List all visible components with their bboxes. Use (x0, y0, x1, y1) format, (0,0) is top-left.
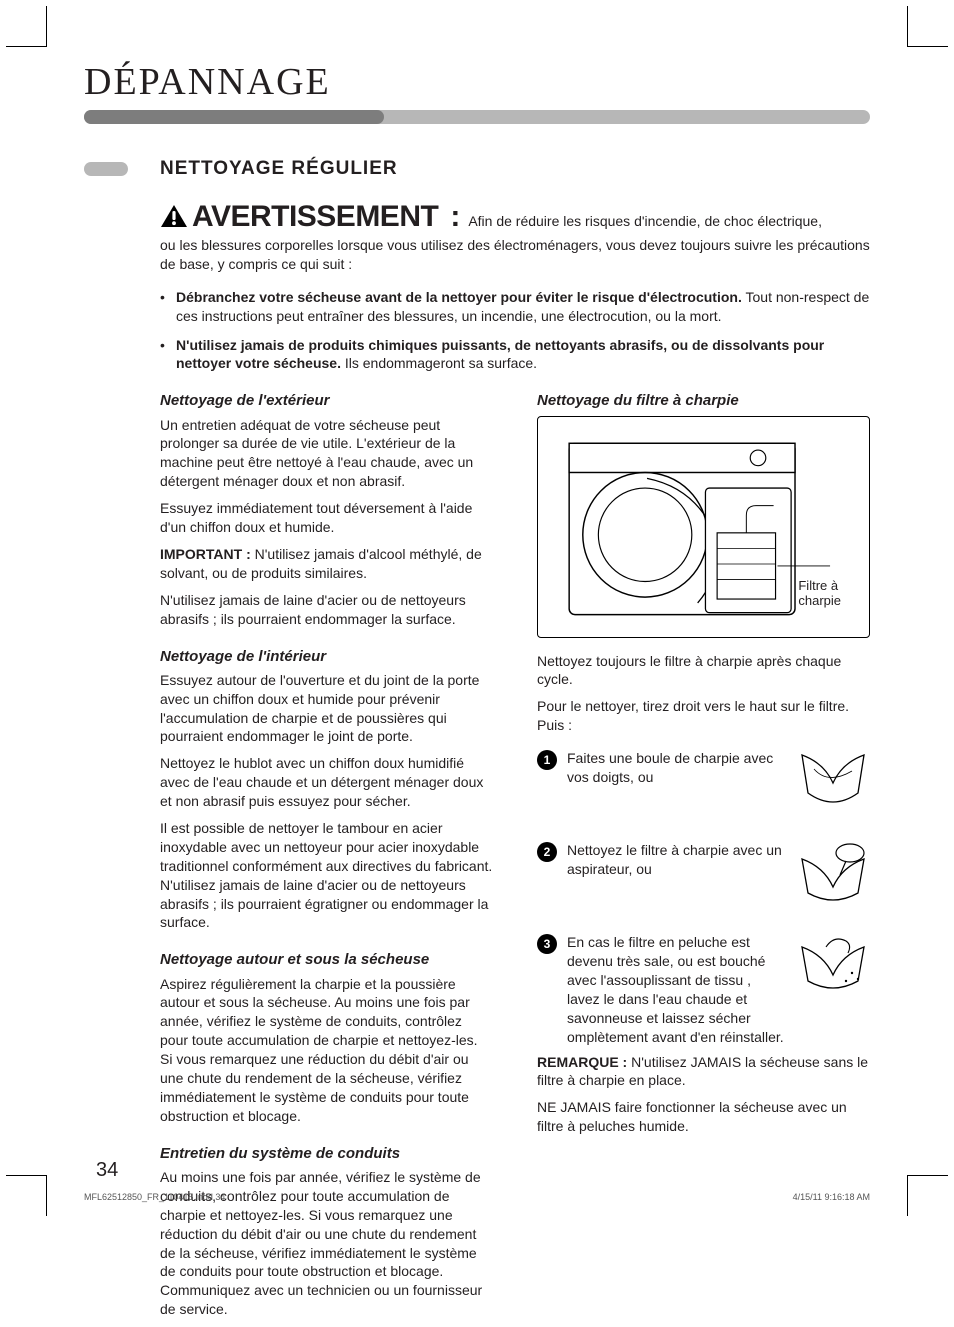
label-important: IMPORTANT : (160, 546, 251, 562)
warning-word: AVERTISSEMENT (192, 200, 438, 234)
right-column: Nettoyage du filtre à charpie (537, 391, 870, 1327)
content-area: DÉPANNAGE NETTOYAGE RÉGULIER AVERTISSEME… (84, 60, 870, 1327)
crop-mark (6, 1175, 47, 1216)
wash-filter-icon (796, 933, 870, 995)
paragraph: Nettoyez toujours le filtre à charpie ap… (537, 652, 870, 690)
step-item: 2 Nettoyez le filtre à charpie avec un a… (537, 841, 870, 903)
warning-tail: Afin de réduire les risques d'incendie, … (468, 212, 822, 231)
label-remarque: REMARQUE : (537, 1054, 627, 1070)
warning-bullets: Débranchez votre sécheuse avant de la ne… (160, 288, 870, 374)
print-footer: MFL62512850_FR_110415.indd 34 4/15/11 9:… (84, 1192, 870, 1202)
warning-block: AVERTISSEMENT : Afin de réduire les risq… (160, 200, 870, 274)
paragraph: Il est possible de nettoyer le tambour e… (160, 819, 493, 932)
lint-filter-icon (796, 749, 870, 811)
page: DÉPANNAGE NETTOYAGE RÉGULIER AVERTISSEME… (0, 0, 954, 1222)
subsection-title: Entretien du système de conduits (160, 1144, 493, 1164)
step-text: Faites une boule de charpie avec vos doi… (567, 749, 786, 787)
subsection-title: Nettoyage du filtre à charpie (537, 391, 870, 411)
figure-label-line: Filtre à (798, 578, 838, 593)
warning-heading-line: AVERTISSEMENT : Afin de réduire les risq… (160, 200, 870, 234)
left-column: Nettoyage de l'extérieur Un entretien ad… (160, 391, 493, 1327)
note-paragraph: NE JAMAIS faire fonctionner la sécheuse … (537, 1098, 870, 1136)
section-header-row: NETTOYAGE RÉGULIER (84, 158, 870, 180)
bullet-rest: Ils endommageront sa surface. (341, 355, 537, 371)
bullet-item: N'utilisez jamais de produits chimiques … (160, 336, 870, 374)
page-title: DÉPANNAGE (84, 60, 870, 104)
bullet-item: Débranchez votre sécheuse avant de la ne… (160, 288, 870, 326)
step-text: Nettoyez le filtre à charpie avec un asp… (567, 841, 786, 879)
subsection-title: Nettoyage autour et sous la sécheuse (160, 950, 493, 970)
dryer-figure: Filtre à charpie (537, 416, 870, 638)
bullet-bold: Débranchez votre sécheuse avant de la ne… (176, 289, 742, 305)
vacuum-filter-icon (796, 841, 870, 903)
paragraph: IMPORTANT : N'utilisez jamais d'alcool m… (160, 545, 493, 583)
paragraph: N'utilisez jamais de laine d'acier ou de… (160, 591, 493, 629)
subsection-title: Nettoyage de l'intérieur (160, 647, 493, 667)
two-column-area: Nettoyage de l'extérieur Un entretien ad… (160, 391, 870, 1327)
step-item: 1 Faites une boule de charpie avec vos d… (537, 749, 870, 811)
crop-mark (907, 6, 948, 47)
paragraph: Aspirez régulièrement la charpie et la p… (160, 975, 493, 1126)
page-number: 34 (96, 1159, 118, 1182)
section-pill (84, 162, 128, 176)
rule-fg (84, 110, 384, 124)
section-title: NETTOYAGE RÉGULIER (160, 158, 398, 180)
subsection-title: Nettoyage de l'extérieur (160, 391, 493, 411)
warning-colon: : (450, 200, 460, 234)
figure-label-line: charpie (798, 593, 841, 608)
steps-list: 1 Faites une boule de charpie avec vos d… (537, 749, 870, 1046)
step-text: En cas le filtre en peluche est devenu t… (567, 933, 786, 1046)
footer-filename: MFL62512850_FR_110415.indd 34 (84, 1192, 225, 1202)
paragraph: Pour le nettoyer, tirez droit vers le ha… (537, 697, 870, 735)
paragraph: Au moins une fois par année, vérifiez le… (160, 1168, 493, 1319)
step-number-badge: 3 (537, 934, 557, 954)
footer-timestamp: 4/15/11 9:16:18 AM (793, 1192, 870, 1202)
paragraph: Nettoyez le hublot avec un chiffon doux … (160, 754, 493, 811)
step-number-badge: 1 (537, 750, 557, 770)
crop-mark (6, 6, 47, 47)
paragraph: Un entretien adéquat de votre sécheuse p… (160, 416, 493, 492)
paragraph: Essuyez immédiatement tout déversement à… (160, 499, 493, 537)
warning-body: ou les blessures corporelles lorsque vou… (160, 236, 870, 274)
paragraph: Essuyez autour de l'ouverture et du join… (160, 671, 493, 747)
figure-label: Filtre à charpie (798, 579, 841, 609)
step-number-badge: 2 (537, 842, 557, 862)
warning-triangle-icon (160, 204, 188, 233)
title-rule (84, 110, 870, 124)
crop-mark (907, 1175, 948, 1216)
step-item: 3 En cas le filtre en peluche est devenu… (537, 933, 870, 1046)
note-paragraph: REMARQUE : N'utilisez JAMAIS la sécheuse… (537, 1053, 870, 1091)
